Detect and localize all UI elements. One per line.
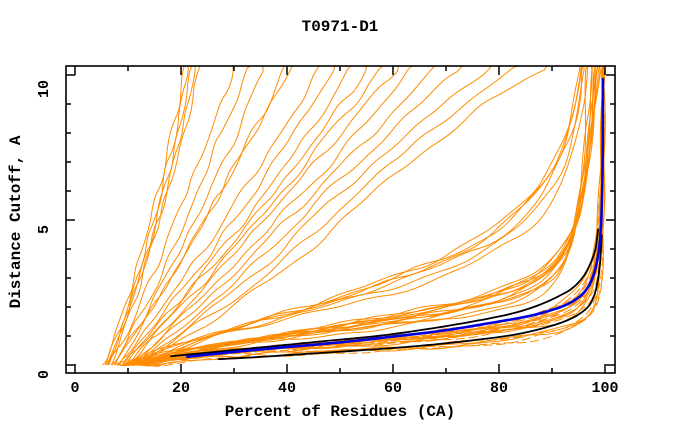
x-tick-label: 80	[490, 380, 508, 397]
prediction-curve-orange-57	[125, 66, 589, 366]
prediction-curve-orange-34	[138, 66, 601, 366]
x-tick-label: 20	[172, 380, 190, 397]
x-axis-label: Percent of Residues (CA)	[225, 403, 455, 421]
prediction-curve-orange-19	[133, 66, 463, 366]
prediction-curve-orange-08	[114, 66, 264, 366]
prediction-curve-orange-18	[131, 66, 436, 366]
prediction-curve-orange-56	[133, 66, 581, 366]
axis-tick-labels: 0 20 40 60 80 100 0 5 10	[36, 80, 619, 397]
y-tick-label: 5	[36, 225, 53, 234]
curves-layer	[102, 66, 606, 367]
prediction-curve-orange-10	[113, 66, 293, 366]
prediction-curve-orange-11	[119, 66, 320, 366]
axis-ticks	[66, 66, 615, 373]
prediction-curve-orange-54	[127, 66, 585, 366]
prediction-curve-orange-12	[121, 66, 336, 366]
chart-title: T0971-D1	[302, 18, 379, 36]
prediction-curve-orange-06	[108, 66, 234, 366]
prediction-curve-orange-07	[111, 66, 251, 366]
prediction-curve-orange-17	[129, 66, 412, 366]
prediction-curve-orange-13	[123, 66, 351, 366]
x-tick-label: 100	[591, 380, 618, 397]
x-tick-label: 40	[278, 380, 296, 397]
prediction-curve-orange-22	[140, 66, 548, 366]
prediction-curve-orange-16	[127, 66, 399, 366]
prediction-curve-orange-31	[122, 66, 597, 366]
prediction-curve-orange-20	[136, 66, 492, 366]
x-tick-label: 60	[384, 380, 402, 397]
y-axis-label: Distance Cutoff, A	[7, 135, 25, 308]
prediction-curve-orange-03	[107, 66, 193, 366]
y-tick-label: 0	[36, 370, 53, 379]
x-tick-label: 0	[70, 380, 79, 397]
prediction-curve-orange-21	[138, 66, 521, 366]
prediction-curve-orange-33	[135, 66, 599, 366]
prediction-curve-orange-59	[138, 66, 583, 366]
prediction-curve-orange-15	[125, 66, 383, 366]
prediction-curve-orange-14	[122, 66, 367, 366]
model-curve-black-lower	[218, 234, 603, 361]
y-tick-label: 10	[36, 80, 53, 98]
model-curve-blue	[186, 77, 605, 359]
prediction-curve-orange-58	[135, 66, 582, 366]
model-curve-black-upper	[170, 228, 599, 358]
prediction-curve-orange-05	[110, 66, 201, 366]
prediction-curve-orange-01	[102, 66, 185, 366]
